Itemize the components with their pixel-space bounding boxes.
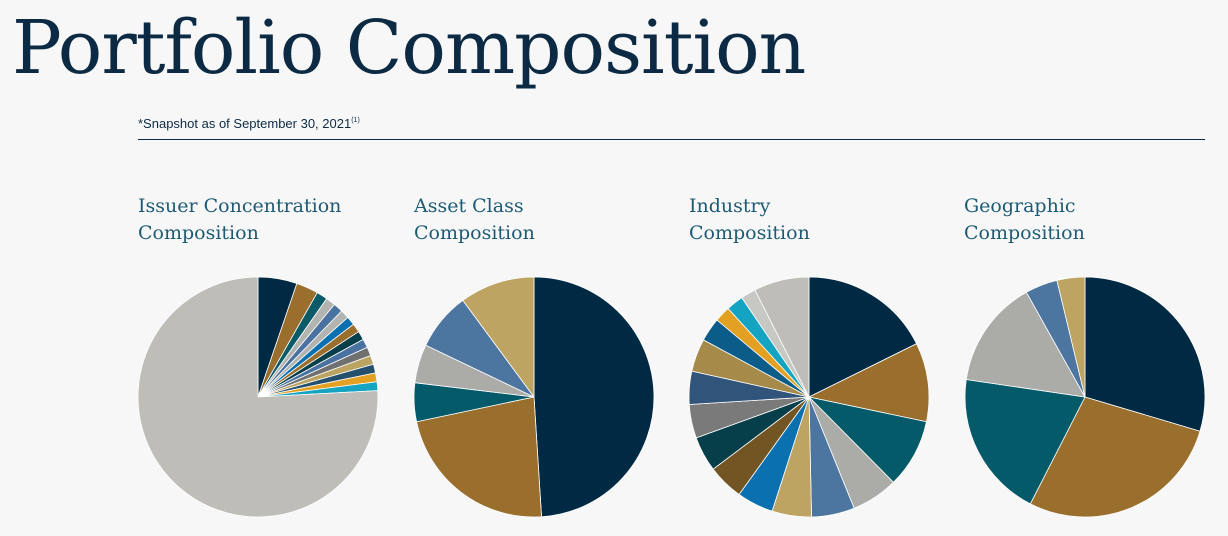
geographic-pie-slice-4 [965, 291, 1086, 398]
geographic-chart-title-line-2: Composition [964, 222, 1085, 244]
asset-class-chart-title-line-2: Composition [414, 222, 535, 244]
snapshot-note: *Snapshot as of September 30, 2021(1) [138, 116, 360, 131]
issuer-concentration-pie [137, 276, 379, 518]
issuer-concentration-pie-slice-16 [137, 276, 379, 518]
industry-chart-title-line-2: Composition [689, 222, 810, 244]
geographic-pie-slice-6 [1056, 276, 1086, 398]
industry-pie [688, 276, 930, 518]
issuer-chart-title: Issuer Concentration Composition [138, 193, 341, 247]
asset-class-chart-title-line-1: Asset Class [414, 195, 524, 217]
asset-class-chart-title: Asset Class Composition [414, 193, 535, 247]
issuer-chart-title-line-1: Issuer Concentration [138, 195, 342, 217]
geographic-pie [964, 276, 1206, 518]
industry-chart-title-line-1: Industry [689, 195, 771, 217]
industry-pie-slice-1 [808, 276, 917, 398]
geographic-pie-slice-3 [964, 379, 1086, 505]
snapshot-text: *Snapshot as of September 30, 2021 [138, 116, 352, 131]
geographic-chart-title: Geographic Composition [964, 193, 1085, 247]
asset-class-pie-slice-1 [533, 276, 655, 518]
geographic-chart-title-line-1: Geographic [964, 195, 1076, 217]
industry-pie-slice-17 [754, 276, 810, 398]
industry-pie-slice-2 [808, 343, 930, 423]
geographic-pie-slice-2 [1029, 396, 1201, 518]
footnote-marker: (1) [351, 117, 360, 124]
asset-class-pie-slice-6 [462, 276, 535, 398]
issuer-chart-title-line-2: Composition [138, 222, 259, 244]
page-title: Portfolio Composition [12, 5, 806, 91]
geographic-pie-slice-1 [1084, 276, 1206, 432]
divider [138, 139, 1205, 140]
industry-chart-title: Industry Composition [689, 193, 810, 247]
asset-class-pie [413, 276, 655, 518]
asset-class-pie-slice-2 [416, 396, 542, 518]
